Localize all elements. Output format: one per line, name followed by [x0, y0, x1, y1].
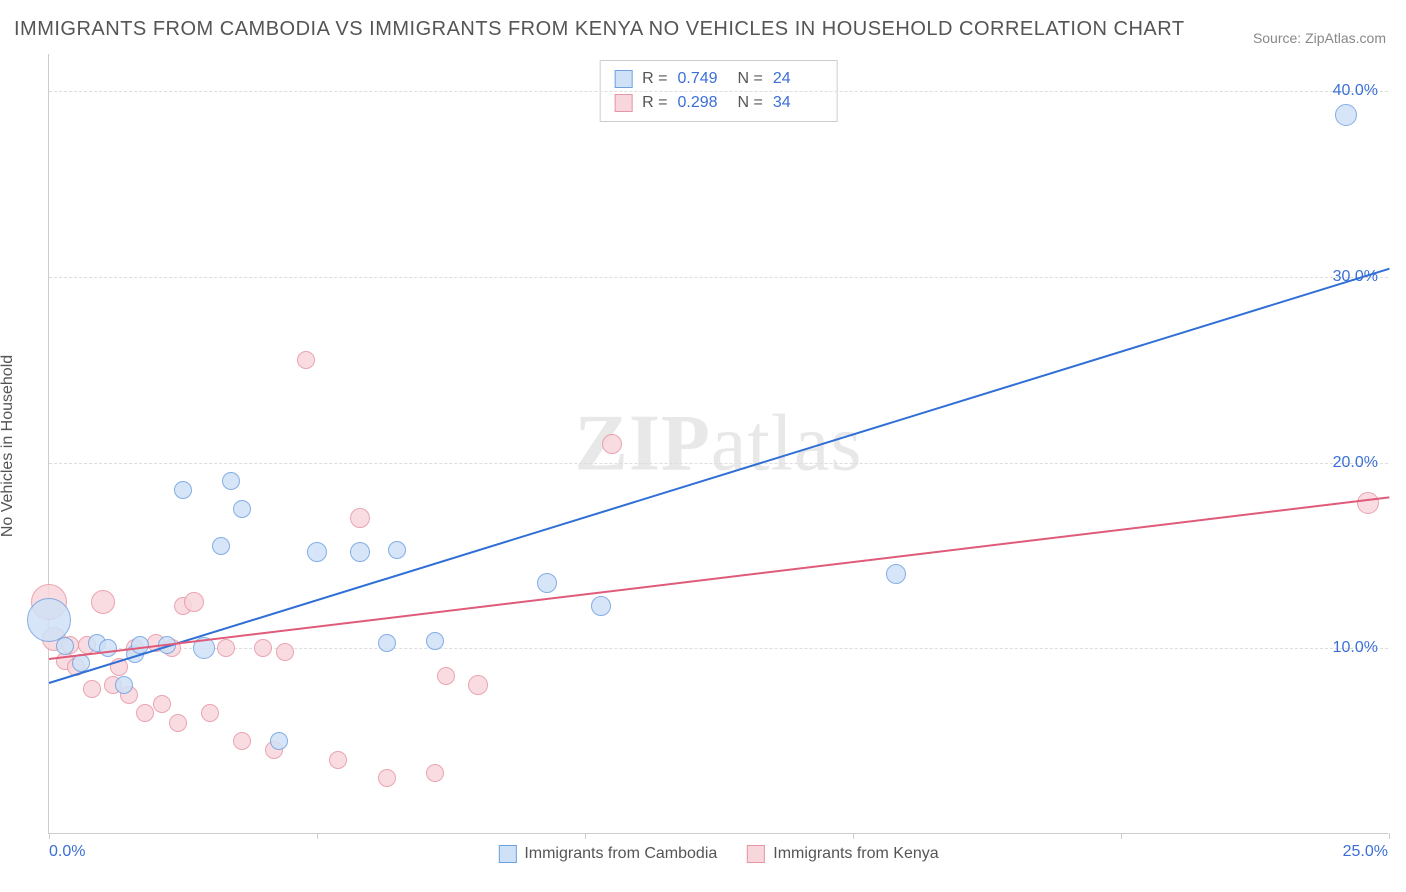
data-point-kenya	[217, 639, 235, 657]
source-label: Source: ZipAtlas.com	[1253, 30, 1386, 46]
trend-line-cambodia	[49, 268, 1390, 684]
data-point-cambodia	[212, 537, 230, 555]
legend-r-label: R =	[642, 67, 667, 91]
y-tick-label: 40.0%	[1333, 82, 1378, 100]
x-tick-label-min: 0.0%	[49, 843, 85, 861]
legend-r-label: R =	[642, 91, 667, 115]
legend-row-kenya: R = 0.298 N = 34	[614, 91, 823, 115]
data-point-cambodia	[174, 481, 192, 499]
x-tick-mark	[853, 833, 854, 839]
data-point-kenya	[91, 590, 115, 614]
data-point-cambodia	[56, 637, 74, 655]
data-point-kenya	[437, 667, 455, 685]
legend-label-kenya: Immigrants from Kenya	[773, 845, 938, 863]
gridline	[49, 277, 1388, 278]
data-point-cambodia	[115, 676, 133, 694]
legend-label-cambodia: Immigrants from Cambodia	[524, 845, 717, 863]
data-point-cambodia	[99, 639, 117, 657]
data-point-cambodia	[307, 542, 327, 562]
data-point-kenya	[297, 351, 315, 369]
chart-container: IMMIGRANTS FROM CAMBODIA VS IMMIGRANTS F…	[0, 0, 1406, 892]
data-point-kenya	[169, 714, 187, 732]
y-axis-label: No Vehicles in Household	[0, 355, 17, 537]
watermark-bold: ZIP	[575, 399, 711, 487]
swatch-cambodia	[614, 70, 632, 88]
data-point-kenya	[276, 643, 294, 661]
data-point-kenya	[602, 434, 622, 454]
swatch-kenya	[747, 845, 765, 863]
data-point-kenya	[426, 764, 444, 782]
data-point-kenya	[378, 769, 396, 787]
x-tick-mark	[1121, 833, 1122, 839]
legend-n-label: N =	[738, 67, 763, 91]
legend-item-cambodia: Immigrants from Cambodia	[498, 845, 717, 863]
watermark-rest: atlas	[711, 399, 863, 487]
legend-r-value-cambodia: 0.749	[678, 67, 728, 91]
legend-n-value-kenya: 34	[773, 91, 823, 115]
trend-line-kenya	[49, 496, 1389, 660]
gridline	[49, 91, 1388, 92]
legend-series: Immigrants from Cambodia Immigrants from…	[498, 845, 938, 863]
data-point-kenya	[329, 751, 347, 769]
swatch-kenya	[614, 94, 632, 112]
x-tick-mark	[585, 833, 586, 839]
data-point-cambodia	[270, 732, 288, 750]
y-tick-label: 10.0%	[1333, 639, 1378, 657]
data-point-kenya	[350, 508, 370, 528]
gridline	[49, 463, 1388, 464]
swatch-cambodia	[498, 845, 516, 863]
data-point-cambodia	[388, 541, 406, 559]
data-point-cambodia	[591, 596, 611, 616]
legend-item-kenya: Immigrants from Kenya	[747, 845, 938, 863]
x-tick-mark	[49, 833, 50, 839]
data-point-kenya	[233, 732, 251, 750]
data-point-kenya	[184, 592, 204, 612]
x-tick-mark	[1389, 833, 1390, 839]
data-point-kenya	[201, 704, 219, 722]
data-point-cambodia	[1335, 104, 1357, 126]
data-point-cambodia	[222, 472, 240, 490]
data-point-cambodia	[378, 634, 396, 652]
data-point-kenya	[468, 675, 488, 695]
legend-row-cambodia: R = 0.749 N = 24	[614, 67, 823, 91]
legend-n-label: N =	[738, 91, 763, 115]
legend-n-value-cambodia: 24	[773, 67, 823, 91]
data-point-cambodia	[426, 632, 444, 650]
y-tick-label: 20.0%	[1333, 454, 1378, 472]
data-point-kenya	[254, 639, 272, 657]
data-point-kenya	[136, 704, 154, 722]
gridline	[49, 648, 1388, 649]
data-point-kenya	[153, 695, 171, 713]
data-point-kenya	[1357, 492, 1379, 514]
legend-r-value-kenya: 0.298	[678, 91, 728, 115]
data-point-cambodia	[27, 598, 71, 642]
data-point-cambodia	[233, 500, 251, 518]
x-tick-label-max: 25.0%	[1343, 843, 1388, 861]
x-tick-mark	[317, 833, 318, 839]
plot-area: ZIPatlas R = 0.749 N = 24 R = 0.298 N = …	[48, 54, 1388, 834]
data-point-cambodia	[350, 542, 370, 562]
data-point-cambodia	[886, 564, 906, 584]
data-point-cambodia	[537, 573, 557, 593]
chart-title: IMMIGRANTS FROM CAMBODIA VS IMMIGRANTS F…	[14, 18, 1185, 41]
data-point-kenya	[83, 680, 101, 698]
